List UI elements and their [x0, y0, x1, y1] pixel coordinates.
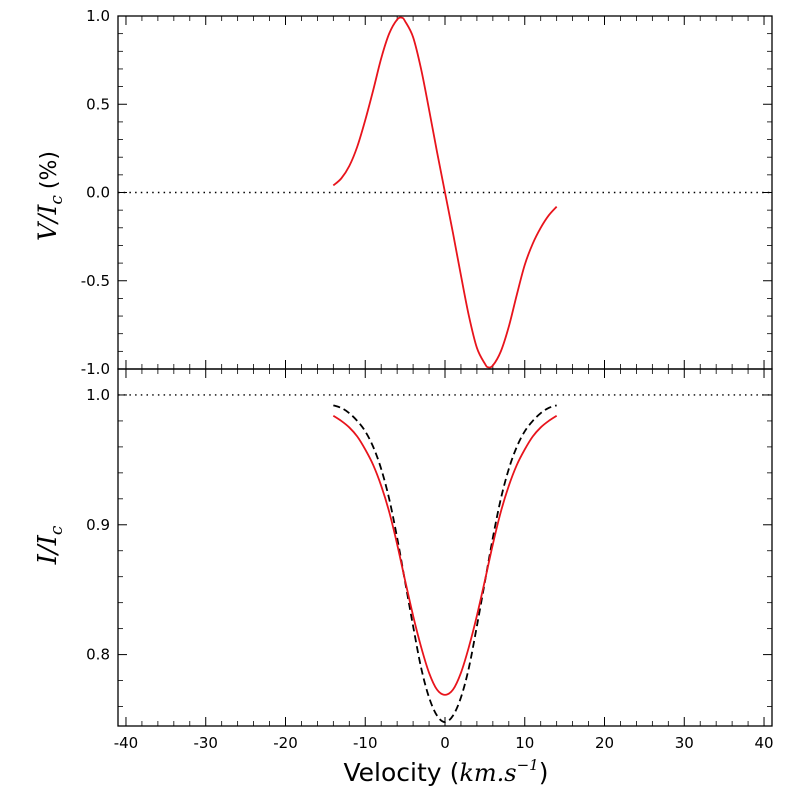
- bottom-ytick-label: 0.9: [86, 516, 110, 534]
- x-title-open-paren: (: [450, 758, 460, 787]
- bottom-xtick-label: -30: [193, 734, 218, 752]
- x-title-math: km.s: [459, 759, 516, 787]
- top-ytick-label: 1.0: [86, 7, 110, 25]
- x-title-superscript: −1: [517, 756, 539, 774]
- x-title-text: Velocity: [344, 758, 442, 787]
- top-ylabel-subscript: c: [47, 195, 67, 205]
- top-ytick-label: 0.0: [86, 184, 110, 202]
- bottom-series-model-profile: [333, 404, 557, 724]
- x-axis-title: Velocity (km.s−1): [344, 756, 549, 787]
- bottom-ylabel-math: I/I: [33, 534, 63, 565]
- x-title-close-paren: ): [539, 758, 549, 787]
- bottom-xtick-label: 0: [440, 734, 450, 752]
- bottom-plot-frame: [117, 368, 773, 727]
- bottom-series-observed-profile: [332, 414, 558, 696]
- bottom-ylabel-subscript: c: [47, 525, 67, 535]
- top-ylabel-math: V/I: [33, 204, 62, 241]
- top-ytick-label: -0.5: [81, 272, 110, 290]
- bottom-xtick-label: 40: [754, 734, 773, 752]
- top-ylabel-suffix: (%): [37, 151, 62, 189]
- top-series-stokes-v: [332, 16, 558, 369]
- bottom-xtick-label: -20: [273, 734, 298, 752]
- top-ytick-label: 0.5: [86, 95, 110, 113]
- bottom-ytick-label: 0.8: [86, 646, 110, 664]
- panel-bottom-stokes-i: 1.0 0.9 0.8 -40 -30 -20 -10 0 10 20 30 40: [86, 368, 774, 752]
- bottom-xtick-label: -40: [114, 734, 139, 752]
- bottom-xtick-label: 30: [675, 734, 694, 752]
- bottom-y-axis-title: I/Ic: [33, 525, 67, 565]
- panel-top-stokes-v: 1.0 0.5 0.0 -0.5 -1.0: [81, 7, 773, 378]
- bottom-xtick-label: 10: [515, 734, 534, 752]
- top-ytick-label: -1.0: [81, 360, 110, 378]
- bottom-xtick-label: -10: [353, 734, 378, 752]
- bottom-ytick-label: 1.0: [86, 386, 110, 404]
- bottom-xtick-label: 20: [595, 734, 614, 752]
- top-y-axis-title: V/Ic (%): [33, 151, 67, 241]
